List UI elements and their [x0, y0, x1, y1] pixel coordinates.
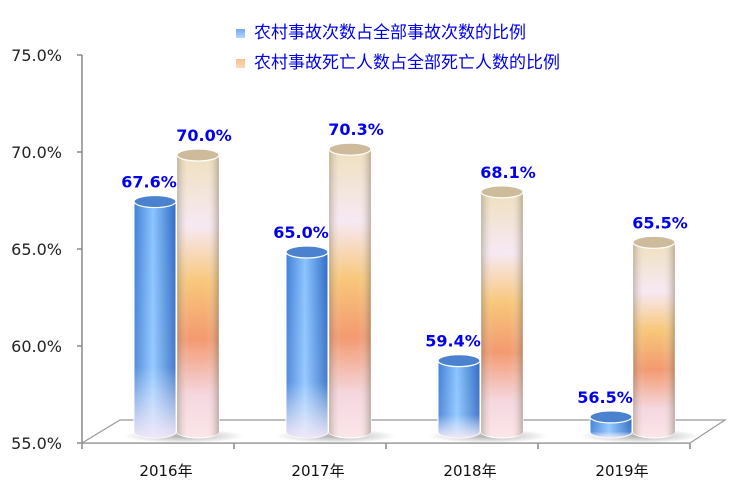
y-tick-label: 60.0% — [11, 337, 62, 356]
legend-swatch-orange — [236, 58, 245, 68]
bar-death-ratio — [480, 185, 524, 439]
bars — [124, 142, 700, 443]
data-label: 56.5% — [577, 388, 633, 407]
y-tick-label: 75.0% — [11, 46, 62, 65]
legend-item-accident-ratio: 农村事故次数占全部事故次数的比例 — [236, 18, 560, 48]
data-label: 70.3% — [328, 120, 384, 139]
bar-accident-ratio — [133, 194, 177, 439]
bar-accident-ratio — [437, 354, 481, 439]
data-labels: 67.6% 70.0% 65.0% 70.3% 59.4% 68.1% 56.5% 65.5% — [121, 120, 688, 407]
legend-label: 农村事故死亡人数占全部死亡人数的比例 — [254, 53, 560, 73]
x-tick-label: 2016年 — [139, 462, 192, 480]
bar-accident-ratio — [285, 245, 329, 439]
axes: 55.0% 60.0% 65.0% 70.0% 75.0% 2016年 2017年 2018年… — [11, 46, 691, 480]
data-label: 67.6% — [121, 173, 177, 192]
legend-item-death-ratio: 农村事故死亡人数占全部死亡人数的比例 — [236, 48, 560, 78]
legend-swatch-blue — [236, 28, 245, 38]
x-tick-label: 2019年 — [595, 462, 648, 480]
data-label: 68.1% — [480, 163, 536, 182]
bar-death-ratio — [328, 142, 372, 439]
data-label: 65.0% — [273, 223, 329, 242]
bar-accident-ratio — [589, 410, 633, 439]
legend: 农村事故次数占全部事故次数的比例 农村事故死亡人数占全部死亡人数的比例 — [236, 18, 560, 78]
x-tick-label: 2017年 — [291, 462, 344, 480]
bar-death-ratio — [632, 235, 676, 439]
y-tick-label: 65.0% — [11, 240, 62, 259]
legend-label: 农村事故次数占全部事故次数的比例 — [254, 23, 526, 43]
bar-death-ratio — [176, 148, 220, 439]
data-label: 59.4% — [425, 332, 481, 351]
data-label: 65.5% — [632, 213, 688, 232]
y-tick-label: 70.0% — [11, 143, 62, 162]
data-label: 70.0% — [176, 126, 232, 145]
x-tick-label: 2018年 — [443, 462, 496, 480]
y-tick-label: 55.0% — [11, 434, 62, 453]
